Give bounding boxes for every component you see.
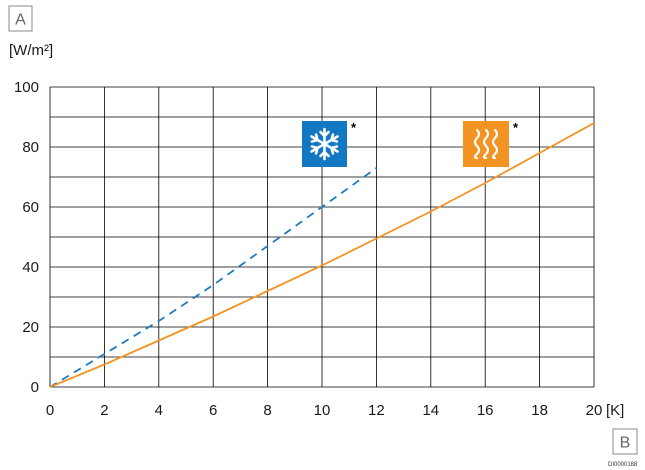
y-axis-marker: A (8, 5, 33, 32)
y-tick-label: 80 (22, 139, 39, 156)
x-axis-marker: B (612, 428, 638, 455)
x-tick-labels: 0 2 4 6 8 10 12 14 16 18 20 (46, 402, 603, 419)
figure-code: DI0000188 (608, 462, 638, 468)
snowflake-icon (302, 121, 347, 167)
x-tick-label: 16 (477, 402, 494, 419)
heating-asterisk: * (513, 120, 519, 135)
heat-waves-icon (463, 121, 509, 167)
x-tick-label: 20 (586, 402, 603, 419)
heating-series-line (49, 122, 595, 388)
y-axis-marker-label: A (15, 12, 26, 29)
series-lines (49, 122, 595, 388)
x-tick-label: 10 (314, 402, 331, 419)
x-tick-label: 14 (422, 402, 439, 419)
x-axis-marker-label: B (620, 435, 631, 452)
y-unit-label: [W/m²] (9, 42, 53, 59)
cooling-asterisk: * (351, 120, 357, 135)
y-tick-label: 0 (31, 379, 39, 396)
x-tick-label: 4 (155, 402, 163, 419)
x-tick-label: 2 (100, 402, 108, 419)
grid (49, 86, 595, 388)
x-tick-label: 12 (368, 402, 385, 419)
cooling-series-line (49, 167, 377, 388)
y-tick-label: 100 (14, 79, 39, 96)
x-tick-label: 6 (209, 402, 217, 419)
x-tick-label: 8 (263, 402, 271, 419)
x-tick-label: 0 (46, 402, 54, 419)
x-unit-label: [K] (606, 402, 624, 419)
y-tick-label: 20 (22, 319, 39, 336)
x-tick-label: 18 (531, 402, 548, 419)
y-tick-label: 40 (22, 259, 39, 276)
y-tick-labels: 0 20 40 60 80 100 (14, 79, 39, 396)
y-tick-label: 60 (22, 199, 39, 216)
